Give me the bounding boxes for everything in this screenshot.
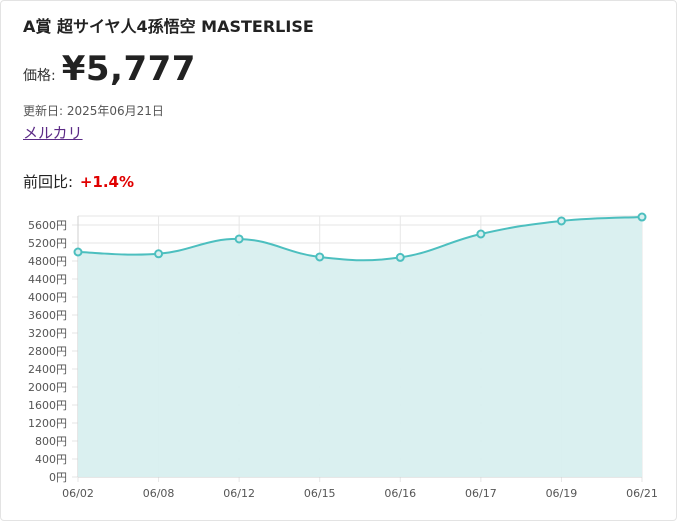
y-tick-label: 4800円 (28, 255, 67, 268)
x-tick-label: 06/17 (465, 487, 497, 500)
y-tick-label: 2000円 (28, 381, 67, 394)
source-link[interactable]: メルカリ (23, 122, 83, 143)
y-tick-label: 2400円 (28, 363, 67, 376)
x-tick-label: 06/08 (143, 487, 175, 500)
data-point (477, 231, 484, 238)
change-value: +1.4% (80, 173, 134, 191)
y-tick-label: 4000円 (28, 291, 67, 304)
y-tick-label: 400円 (35, 453, 67, 466)
x-tick-label: 06/21 (626, 487, 658, 500)
x-tick-label: 06/02 (62, 487, 94, 500)
data-point (558, 217, 565, 224)
y-tick-label: 4400円 (28, 273, 67, 286)
price-value: ¥5,777 (62, 49, 196, 89)
data-point (155, 250, 162, 257)
updated-date: 更新日: 2025年06月21日 (23, 102, 164, 119)
data-point (639, 214, 646, 221)
price-area-fill (78, 217, 642, 477)
x-tick-label: 06/19 (546, 487, 578, 500)
price-label: 価格: (23, 65, 56, 85)
price-history-chart: 0円 400円 800円 1200円 1600円 2000円 2400円 2800円 3200円… (0, 205, 681, 525)
y-tick-label: 5600円 (28, 219, 67, 232)
price-row: 価格: ¥5,777 (23, 49, 196, 89)
data-point (397, 254, 404, 261)
product-title: A賞 超サイヤ人4孫悟空 MASTERLISE (23, 13, 314, 37)
y-tick-label: 3600円 (28, 309, 67, 322)
y-tick-label: 1200円 (28, 417, 67, 430)
y-tick-label: 0円 (49, 471, 67, 484)
x-tick-label: 06/16 (384, 487, 416, 500)
y-tick-label: 1600円 (28, 399, 67, 412)
y-tick-label: 3200円 (28, 327, 67, 340)
data-point (75, 249, 82, 256)
data-point (316, 253, 323, 260)
y-tick-label: 800円 (35, 435, 67, 448)
data-point (236, 235, 243, 242)
y-tick-label: 2800円 (28, 345, 67, 358)
x-tick-label: 06/15 (304, 487, 336, 500)
change-label: 前回比: (23, 173, 73, 191)
x-tick-label: 06/12 (223, 487, 255, 500)
change-row: 前回比: +1.4% (23, 171, 134, 192)
y-tick-label: 5200円 (28, 237, 67, 250)
